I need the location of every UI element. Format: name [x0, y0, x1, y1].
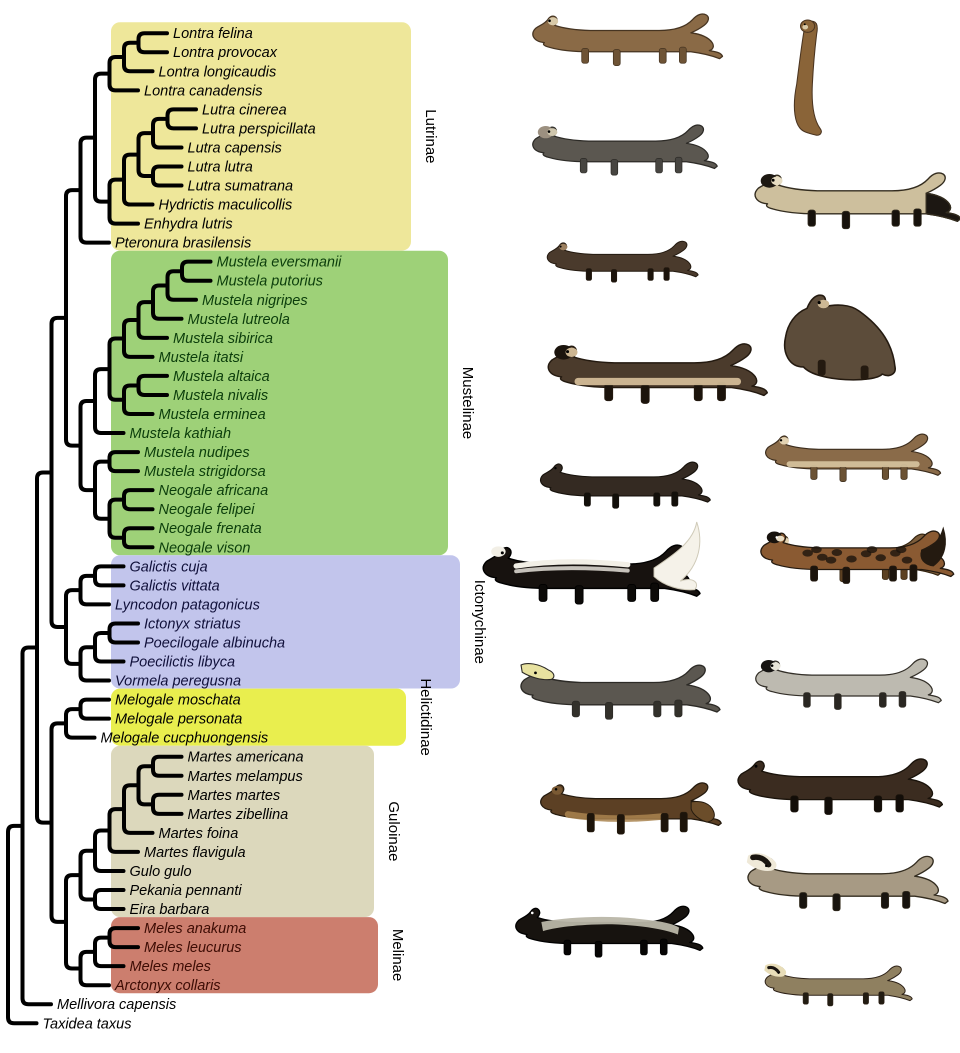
svg-text:Neogale africana: Neogale africana — [159, 483, 269, 499]
svg-text:Mustela itatsi: Mustela itatsi — [159, 350, 244, 366]
svg-text:Melogale moschata: Melogale moschata — [115, 693, 241, 709]
svg-text:Mustelinae: Mustelinae — [459, 367, 476, 440]
svg-text:Lutrinae: Lutrinae — [422, 109, 439, 163]
svg-text:Lontra longicaudis: Lontra longicaudis — [159, 64, 277, 80]
svg-text:Mustela strigidorsa: Mustela strigidorsa — [144, 464, 266, 480]
svg-text:Martes zibellina: Martes zibellina — [188, 807, 289, 823]
svg-text:Pekania pennanti: Pekania pennanti — [130, 883, 243, 899]
svg-text:Lontra canadensis: Lontra canadensis — [144, 83, 263, 99]
svg-text:Martes melampus: Martes melampus — [188, 769, 303, 785]
svg-text:Martes foina: Martes foina — [159, 826, 239, 842]
svg-text:Mustela eversmanii: Mustela eversmanii — [217, 255, 343, 271]
svg-text:Ictonychinae: Ictonychinae — [471, 580, 488, 664]
svg-text:Mustela erminea: Mustela erminea — [159, 407, 266, 423]
svg-text:Meles meles: Meles meles — [130, 959, 211, 975]
svg-text:Mustela nigripes: Mustela nigripes — [202, 293, 308, 309]
svg-text:Mustela kathiah: Mustela kathiah — [130, 426, 232, 442]
svg-text:Lutra sumatrana: Lutra sumatrana — [188, 179, 294, 195]
svg-text:Vormela peregusna: Vormela peregusna — [115, 674, 241, 690]
svg-text:Neogale felipei: Neogale felipei — [159, 502, 256, 518]
svg-text:Lutra cinerea: Lutra cinerea — [202, 102, 287, 118]
svg-text:Martes americana: Martes americana — [188, 750, 304, 766]
svg-text:Galictis cuja: Galictis cuja — [130, 559, 208, 575]
svg-text:Poecilictis libyca: Poecilictis libyca — [130, 655, 236, 671]
svg-text:Mustela nivalis: Mustela nivalis — [173, 388, 268, 404]
svg-text:Taxidea taxus: Taxidea taxus — [43, 1016, 132, 1032]
svg-text:Melogale cucphuongensis: Melogale cucphuongensis — [101, 731, 269, 747]
svg-text:Poecilogale albinucha: Poecilogale albinucha — [144, 636, 285, 652]
svg-text:Mustela sibirica: Mustela sibirica — [173, 331, 273, 347]
svg-text:Melinae: Melinae — [389, 929, 406, 982]
svg-text:Enhydra lutris: Enhydra lutris — [144, 217, 233, 233]
svg-text:Neogale vison: Neogale vison — [159, 540, 251, 556]
svg-text:Mustela altaica: Mustela altaica — [173, 369, 270, 385]
svg-text:Neogale frenata: Neogale frenata — [159, 521, 262, 537]
svg-text:Lyncodon patagonicus: Lyncodon patagonicus — [115, 597, 260, 613]
svg-text:Melogale personata: Melogale personata — [115, 712, 242, 728]
svg-text:Lutra lutra: Lutra lutra — [188, 160, 253, 176]
svg-text:Galictis vittata: Galictis vittata — [130, 578, 220, 594]
svg-text:Lontra felina: Lontra felina — [173, 26, 253, 42]
svg-text:Lontra provocax: Lontra provocax — [173, 45, 278, 61]
svg-text:Martes flavigula: Martes flavigula — [144, 845, 246, 861]
svg-text:Martes martes: Martes martes — [188, 788, 281, 804]
svg-text:Hydrictis maculicollis: Hydrictis maculicollis — [159, 198, 293, 214]
svg-text:Helictidinae: Helictidinae — [417, 678, 434, 756]
svg-text:Gulo gulo: Gulo gulo — [130, 864, 192, 880]
svg-text:Arctonyx collaris: Arctonyx collaris — [114, 978, 221, 994]
svg-text:Ictonyx striatus: Ictonyx striatus — [144, 616, 241, 632]
svg-text:Pteronura brasilensis: Pteronura brasilensis — [115, 236, 251, 252]
svg-text:Meles leucurus: Meles leucurus — [144, 940, 242, 956]
svg-text:Mustela nudipes: Mustela nudipes — [144, 445, 250, 461]
svg-text:Eira barbara: Eira barbara — [130, 902, 210, 918]
svg-text:Guloinae: Guloinae — [385, 801, 402, 861]
svg-text:Mustela lutreola: Mustela lutreola — [188, 312, 290, 328]
svg-text:Meles anakuma: Meles anakuma — [144, 921, 246, 937]
svg-text:Mustela putorius: Mustela putorius — [217, 274, 323, 290]
svg-text:Lutra capensis: Lutra capensis — [188, 140, 282, 156]
svg-text:Mellivora capensis: Mellivora capensis — [57, 997, 176, 1013]
svg-text:Lutra perspicillata: Lutra perspicillata — [202, 121, 316, 137]
